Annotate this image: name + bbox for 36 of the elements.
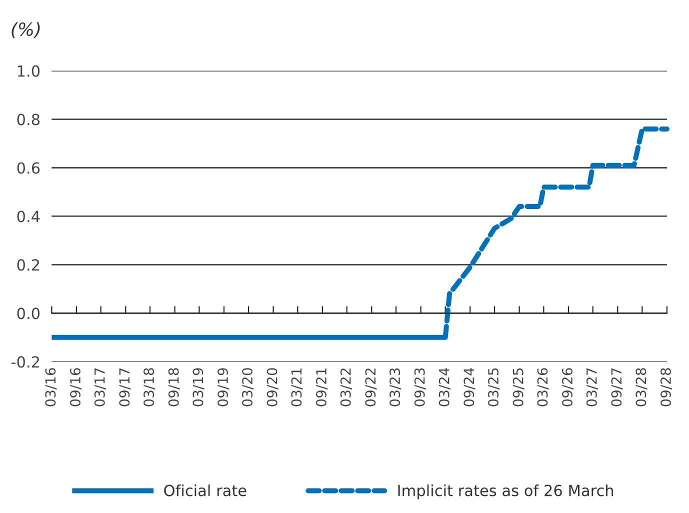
x-tick-label: 09/19 bbox=[218, 368, 230, 406]
x-tick-label: 03/19 bbox=[192, 368, 204, 406]
y-tick-label: -0.2 bbox=[12, 356, 40, 368]
x-tick-label: 03/22 bbox=[340, 368, 352, 406]
legend-label: Implicit rates as of 26 March bbox=[398, 484, 614, 500]
x-tick-label: 03/24 bbox=[438, 368, 450, 406]
x-tick-label: 03/18 bbox=[144, 368, 156, 406]
x-tick-label: 09/26 bbox=[562, 368, 574, 406]
legend-label: Oficial rate bbox=[164, 484, 246, 496]
x-tick-label: 09/18 bbox=[168, 368, 180, 406]
x-tick-label: 03/20 bbox=[242, 368, 254, 406]
y-tick-label: 0.6 bbox=[17, 162, 40, 174]
x-tick-label: 09/17 bbox=[119, 368, 131, 406]
x-tick-label: 03/16 bbox=[45, 368, 57, 406]
x-tick-label: 09/16 bbox=[70, 368, 82, 406]
y-tick-label: 0.4 bbox=[17, 210, 40, 222]
x-tick-label: 03/23 bbox=[390, 368, 402, 406]
x-tick-label: 03/25 bbox=[488, 368, 500, 406]
x-tick-label: 09/24 bbox=[464, 368, 476, 406]
y-axis-title: (%) bbox=[12, 22, 40, 38]
x-tick-label: 09/22 bbox=[365, 368, 377, 406]
x-tick-label: 09/28 bbox=[660, 368, 672, 406]
y-tick-label: 0.2 bbox=[17, 259, 40, 271]
x-tick-label: 03/28 bbox=[636, 368, 648, 406]
x-tick-label: 03/21 bbox=[291, 368, 303, 406]
x-tick-label: 03/26 bbox=[537, 368, 549, 406]
y-tick-label: 0.0 bbox=[17, 308, 40, 320]
x-tick-label: 09/25 bbox=[512, 368, 524, 406]
x-tick-label: 03/27 bbox=[586, 368, 598, 406]
x-tick-label: 09/21 bbox=[316, 368, 328, 406]
x-tick-label: 09/20 bbox=[266, 368, 278, 406]
y-tick-label: 1.0 bbox=[18, 65, 40, 77]
y-tick-label: 0.8 bbox=[17, 114, 40, 126]
x-tick-label: 09/27 bbox=[611, 368, 623, 406]
x-tick-label: 03/17 bbox=[94, 368, 106, 406]
x-tick-label: 09/23 bbox=[414, 368, 426, 406]
